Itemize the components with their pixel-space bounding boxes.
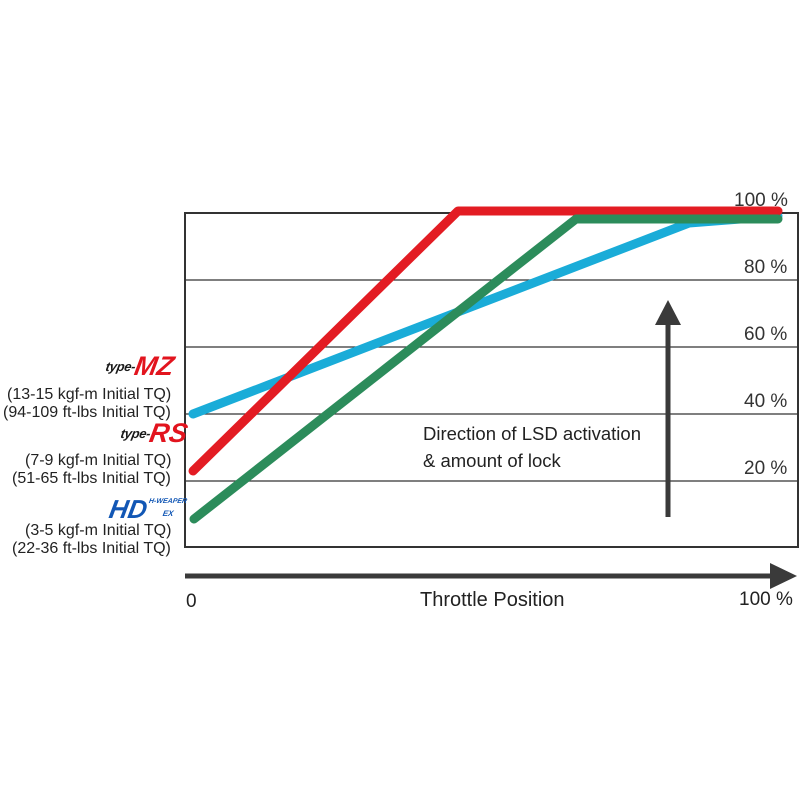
svg-text:type-: type- [104, 359, 136, 374]
svg-text:HD: HD [107, 494, 150, 524]
svg-text:Throttle Position: Throttle Position [420, 589, 565, 611]
svg-text:Direction of LSD activation: Direction of LSD activation [423, 423, 641, 444]
svg-text:0: 0 [186, 591, 197, 612]
svg-text:60 %: 60 % [744, 324, 787, 345]
svg-text:(22-36 ft-lbs Initial TQ): (22-36 ft-lbs Initial TQ) [12, 540, 171, 557]
svg-text:(94-109 ft-lbs Initial TQ): (94-109 ft-lbs Initial TQ) [3, 404, 171, 421]
svg-text:100 %: 100 % [739, 589, 793, 610]
svg-text:RS: RS [147, 417, 190, 448]
svg-text:& amount of lock: & amount of lock [423, 450, 562, 471]
svg-text:(7-9 kgf-m Initial TQ): (7-9 kgf-m Initial TQ) [25, 452, 171, 469]
svg-text:(3-5 kgf-m Initial TQ): (3-5 kgf-m Initial TQ) [25, 522, 171, 539]
svg-text:MZ: MZ [132, 350, 178, 381]
svg-text:20 %: 20 % [744, 458, 787, 479]
svg-text:80 %: 80 % [744, 257, 787, 278]
svg-text:40 %: 40 % [744, 391, 787, 412]
svg-text:(13-15 kgf-m Initial TQ): (13-15 kgf-m Initial TQ) [7, 386, 171, 403]
svg-text:type-: type- [119, 426, 151, 441]
svg-text:EX: EX [162, 509, 175, 518]
svg-text:(51-65 ft-lbs Initial TQ): (51-65 ft-lbs Initial TQ) [12, 470, 171, 487]
svg-text:H-WEAPER: H-WEAPER [148, 498, 188, 505]
